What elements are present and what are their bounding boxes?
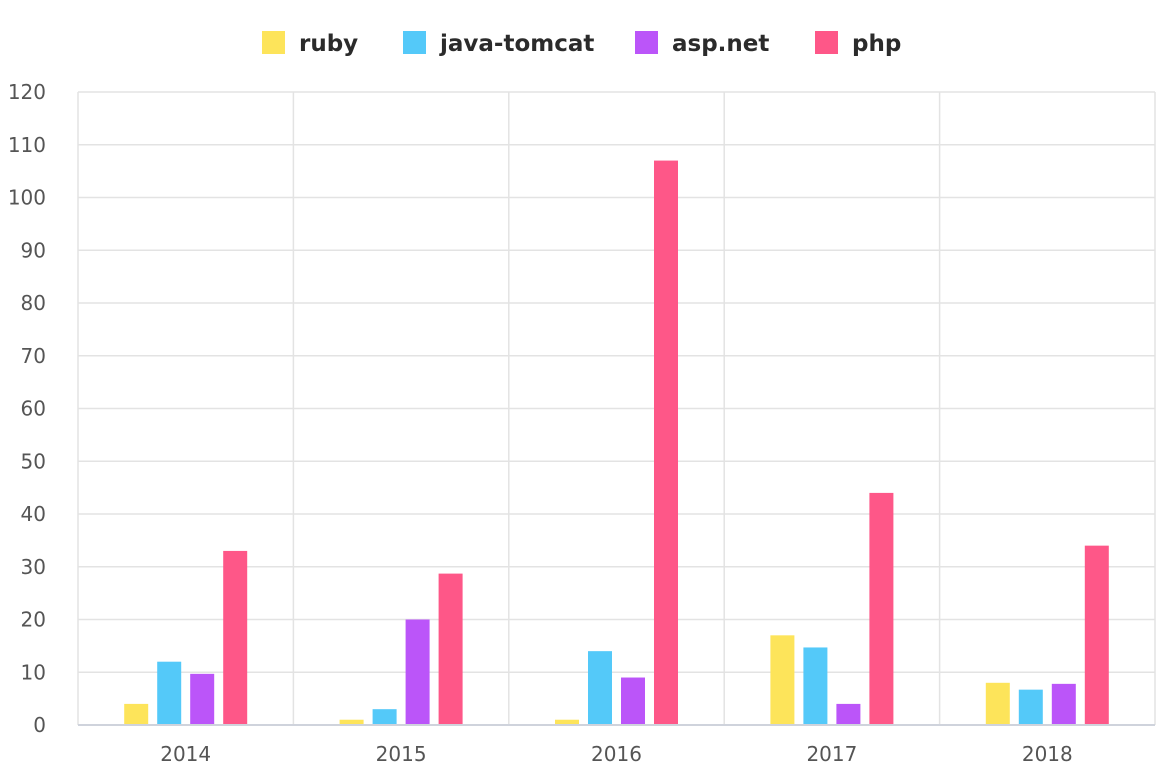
x-tick-label: 2016 <box>591 742 642 766</box>
bar-java-tomcat-2016[interactable] <box>588 651 612 725</box>
bar-java-tomcat-2018[interactable] <box>1018 689 1043 725</box>
legend-swatch <box>262 31 285 54</box>
legend: ruby java-tomcat asp.net php <box>262 31 901 57</box>
y-tick-label: 10 <box>21 660 46 684</box>
legend-swatch <box>815 31 838 54</box>
x-tick-label: 2014 <box>160 742 211 766</box>
legend-label: asp.net <box>672 31 769 57</box>
bar-java-tomcat-2017[interactable] <box>803 647 828 725</box>
bar-asp.net-2015[interactable] <box>405 619 430 726</box>
y-tick-label: 100 <box>8 186 46 210</box>
bar-ruby-2016[interactable] <box>555 719 579 725</box>
bar-php-2014[interactable] <box>223 550 248 725</box>
legend-label: ruby <box>299 31 358 57</box>
bars <box>124 160 1109 726</box>
bar-ruby-2018[interactable] <box>985 682 1010 725</box>
x-tick-label: 2015 <box>376 742 427 766</box>
bar-ruby-2014[interactable] <box>124 703 149 725</box>
x-axis: 2014 2015 2016 2017 2018 <box>78 724 1155 766</box>
bar-asp.net-2014[interactable] <box>190 673 215 725</box>
y-tick-label: 120 <box>8 80 46 104</box>
y-tick-label: 40 <box>21 502 46 526</box>
bar-php-2018[interactable] <box>1084 545 1109 725</box>
bar-php-2016[interactable] <box>654 160 678 725</box>
y-tick-label: 70 <box>21 344 46 368</box>
x-tick-label: 2017 <box>806 742 857 766</box>
legend-item-php[interactable]: php <box>815 31 901 57</box>
legend-item-java-tomcat[interactable]: java-tomcat <box>403 31 594 57</box>
bar-php-2015[interactable] <box>438 573 463 725</box>
y-tick-label: 110 <box>8 133 46 157</box>
bar-ruby-2017[interactable] <box>770 635 795 725</box>
y-axis-ticks: 0 10 20 30 40 50 60 70 80 90 100 110 120 <box>8 80 46 737</box>
legend-item-ruby[interactable]: ruby <box>262 31 358 57</box>
y-tick-label: 60 <box>21 397 46 421</box>
bar-php-2017[interactable] <box>869 492 894 725</box>
y-tick-label: 80 <box>21 291 46 315</box>
y-tick-label: 20 <box>21 608 46 632</box>
y-tick-label: 0 <box>33 713 46 737</box>
legend-label: php <box>852 31 901 57</box>
bar-java-tomcat-2015[interactable] <box>372 709 397 725</box>
bar-ruby-2015[interactable] <box>339 719 364 725</box>
bar-java-tomcat-2014[interactable] <box>157 661 182 725</box>
bar-asp.net-2017[interactable] <box>836 703 861 725</box>
legend-item-asp.net[interactable]: asp.net <box>635 31 769 57</box>
legend-label: java-tomcat <box>439 31 594 57</box>
y-tick-label: 50 <box>21 449 46 473</box>
y-tick-label: 30 <box>21 555 46 579</box>
bar-asp.net-2018[interactable] <box>1051 683 1076 725</box>
bar-asp.net-2016[interactable] <box>621 677 645 725</box>
x-tick-label: 2018 <box>1022 742 1073 766</box>
y-tick-label: 90 <box>21 238 46 262</box>
grid-lines <box>77 91 1156 725</box>
legend-swatch <box>403 31 426 54</box>
legend-swatch <box>635 31 658 54</box>
